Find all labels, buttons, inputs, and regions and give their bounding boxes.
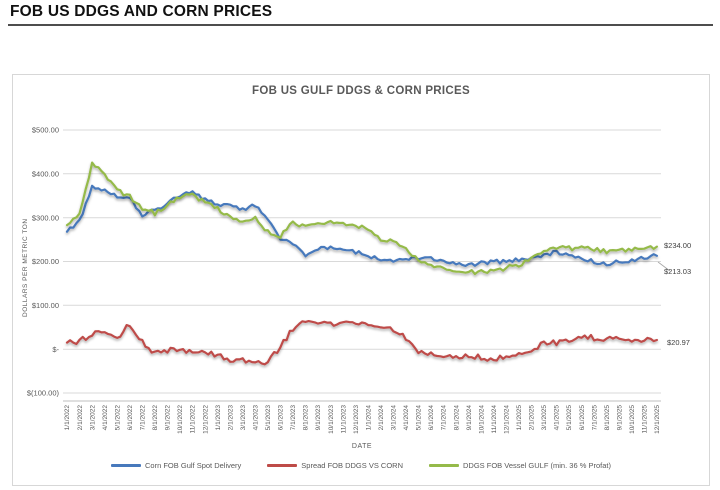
x-tick-label: 10/1/2022 [177,405,184,434]
chart-container: FOB US GULF DDGS & CORN PRICES $500.00 $4… [12,74,710,486]
data-label-spread-end: $20.97 [667,338,690,347]
x-tick-label: 5/1/2025 [566,405,573,431]
legend-line-swatch-ddgs [429,464,459,467]
x-axis-title: DATE [351,443,373,450]
x-tick-label: 8/1/2023 [303,405,310,431]
x-tick-label: 3/1/2024 [391,405,398,431]
chart-legend: Corn FOB Gulf Spot Delivery Spread FOB D… [13,461,709,470]
legend-entry-corn: Corn FOB Gulf Spot Delivery [111,461,241,470]
legend-label-corn: Corn FOB Gulf Spot Delivery [145,461,242,470]
series-line-ddgs [65,161,659,276]
x-tick-label: 1/1/2023 [215,405,222,431]
x-tick-label: 5/1/2023 [265,405,272,431]
x-tick-label: 2/1/2024 [378,405,385,431]
x-tick-label: 12/1/2025 [654,405,661,434]
x-tick-label: 1/1/2022 [64,405,71,431]
data-label-ddgs-end: $234.00 [664,241,692,250]
legend-line-swatch-spread [267,464,298,467]
x-tick-label: 12/1/2022 [202,405,209,434]
y-tick-label: $- [52,345,59,354]
x-tick-label: 4/1/2022 [102,405,109,431]
x-tick-label: 6/1/2024 [428,405,435,431]
x-tick-label: 7/1/2025 [591,405,598,431]
legend-entry-ddgs: DDGS FOB Vessel GULF (min. 36 % Profat) [429,461,611,470]
x-tick-label: 10/1/2024 [478,405,485,434]
legend-label-spread: Spread FOB DDGS VS CORN [301,461,403,470]
x-tick-label: 1/1/2025 [516,405,523,431]
x-tick-label: 8/1/2025 [604,405,611,431]
x-tick-label: 8/1/2024 [453,405,460,431]
x-tick-label: 11/1/2024 [491,405,498,434]
series-line-spread [65,320,659,366]
chart-plot-area: $500.00 $400.00 $300.00 $200.00 $100.00 $- $(1… [27,126,671,434]
x-tick-label: 7/1/2024 [441,405,448,431]
y-tick-label: $100.00 [32,301,59,310]
chart-title: FOB US GULF DDGS & CORN PRICES [252,85,470,97]
legend-label-ddgs: DDGS FOB Vessel GULF (min. 36 % Profat) [463,461,611,470]
y-tick-label: $200.00 [32,257,59,266]
x-tick-label: 10/1/2023 [328,405,335,434]
x-tick-label: 12/1/2023 [353,405,360,434]
x-tick-label: 6/1/2025 [579,405,586,431]
x-tick-label: 2/1/2023 [227,405,234,431]
y-tick-label: $300.00 [32,213,59,222]
y-tick-label: $(100.00) [27,389,60,398]
x-tick-label: 6/1/2022 [127,405,134,431]
x-tick-label: 7/1/2022 [140,405,147,431]
x-tick-label: 9/1/2022 [165,405,172,431]
x-tick-label: 11/1/2025 [642,405,649,434]
legend-entry-spread: Spread FOB DDGS VS CORN [267,461,403,470]
title-underline [8,24,713,26]
x-tick-label: 5/1/2022 [114,405,121,431]
legend-line-swatch-corn [111,464,142,467]
x-tick-label: 2/1/2025 [529,405,536,431]
x-tick-label: 4/1/2025 [554,405,561,431]
x-tick-label: 3/1/2022 [89,405,96,431]
x-tick-label: 10/1/2025 [629,405,636,434]
data-label-corn-end: $213.03 [664,267,692,276]
x-tick-label: 4/1/2024 [403,405,410,431]
series-line-corn [65,184,659,267]
page-title: FOB US DDGS AND CORN PRICES [10,3,273,20]
x-tick-label: 9/1/2025 [616,405,623,431]
x-tick-label: 2/1/2022 [77,405,84,431]
x-tick-label: 11/1/2022 [190,405,197,434]
x-tick-label: 12/1/2024 [503,405,510,434]
x-tick-label: 3/1/2023 [240,405,247,431]
x-tick-label: 9/1/2023 [315,405,322,431]
x-tick-label: 8/1/2022 [152,405,159,431]
x-tick-label: 3/1/2025 [541,405,548,431]
x-tick-label: 9/1/2024 [466,405,473,431]
x-tick-label: 11/1/2023 [340,405,347,434]
x-tick-label: 4/1/2023 [252,405,259,431]
x-tick-label: 6/1/2023 [278,405,285,431]
y-tick-label: $500.00 [32,126,59,135]
y-tick-label: $400.00 [32,169,59,178]
x-tick-label: 7/1/2023 [290,405,297,431]
y-axis-title: DOLLARS PER METRIC TON [22,218,29,317]
x-tick-label: 1/1/2024 [365,405,372,431]
x-tick-label: 5/1/2024 [416,405,423,431]
data-label-leader-line [657,261,671,272]
